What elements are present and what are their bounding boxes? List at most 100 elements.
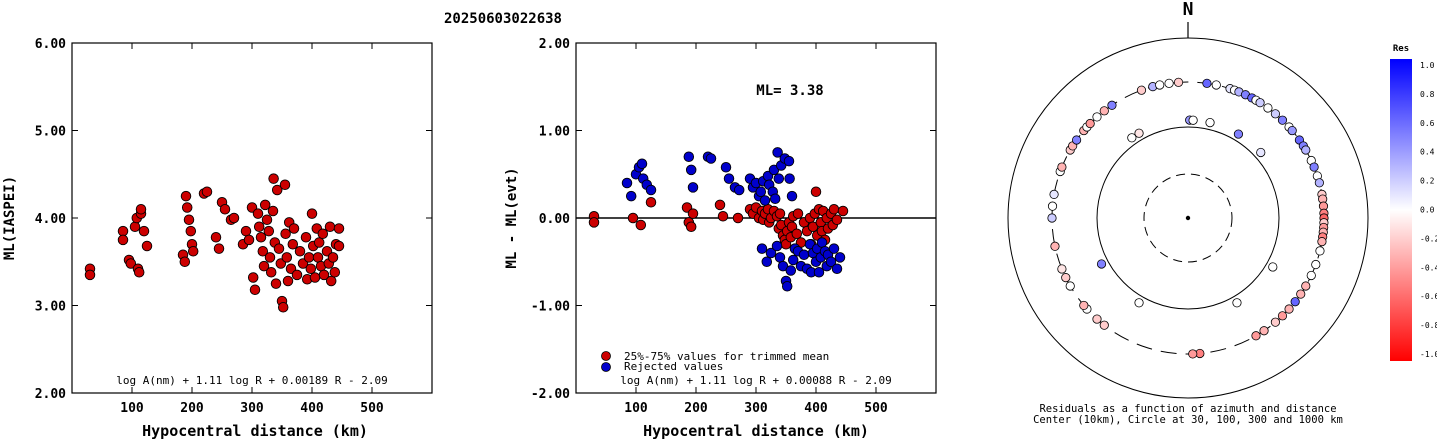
colorbar-tick-label: 0.6 xyxy=(1420,119,1435,128)
data-point xyxy=(687,208,699,219)
caption-line-2: Center (10km), Circle at 30, 100, 300 an… xyxy=(1033,414,1343,426)
x-tick-label: 200 xyxy=(180,401,204,416)
data-point xyxy=(774,252,786,263)
data-point xyxy=(687,182,699,193)
data-point xyxy=(825,256,837,268)
circle-100km xyxy=(1096,126,1280,310)
data-point xyxy=(309,272,321,283)
data-point xyxy=(305,263,317,275)
north-label: N xyxy=(1183,0,1194,20)
colorbar-tick-label: -0.6 xyxy=(1420,292,1437,301)
station-point xyxy=(1173,77,1184,87)
data-point xyxy=(784,173,795,184)
station-point xyxy=(1277,115,1288,125)
station-point xyxy=(1233,129,1244,139)
data-point xyxy=(831,263,843,275)
station-point xyxy=(1290,297,1300,307)
station-point xyxy=(1188,115,1198,125)
data-point xyxy=(720,161,732,173)
colorbar-tick-label: -1.0 xyxy=(1420,350,1437,359)
plot-frame xyxy=(71,42,433,394)
station-point xyxy=(1079,300,1089,311)
ml-annotation: ML= 3.38 xyxy=(756,83,823,99)
x-axis-label: Hypocentral distance (km) xyxy=(643,422,869,440)
legend-label-trimmed: 25%-75% values for trimmed mean xyxy=(624,350,829,363)
data-point xyxy=(181,202,193,213)
caption-line-1: Residuals as a function of azimuth and d… xyxy=(1039,403,1336,415)
station-point xyxy=(1065,281,1075,291)
data-point xyxy=(261,214,273,225)
x-tick-label: 100 xyxy=(120,401,144,416)
station-point xyxy=(1071,135,1082,145)
station-point xyxy=(1085,118,1095,129)
x-tick-label: 300 xyxy=(240,401,264,416)
data-point xyxy=(264,252,276,263)
data-point xyxy=(141,240,153,252)
station-point xyxy=(1049,189,1059,199)
data-point xyxy=(732,212,744,224)
data-point xyxy=(267,205,279,217)
data-point xyxy=(761,256,773,268)
x-tick-label: 500 xyxy=(360,401,384,416)
data-point xyxy=(318,269,330,281)
data-point xyxy=(705,153,717,164)
data-point xyxy=(685,164,697,176)
residual-vs-distance-chart: -2.00 -1.00 0.00 1.00 2.00 100 200 300 400 500 ML… xyxy=(504,37,937,440)
data-point xyxy=(717,210,729,222)
data-point xyxy=(792,208,804,219)
legend: 25%-75% values for trimmed mean Rejected… xyxy=(601,350,829,373)
x-tick-label: 500 xyxy=(864,401,888,416)
data-point xyxy=(287,238,299,250)
colorbar-tick-label: 0.8 xyxy=(1420,90,1435,99)
y-tick-label: 6.00 xyxy=(35,37,66,52)
y-axis-label: ML - ML(evt) xyxy=(504,167,520,268)
data-point xyxy=(313,237,325,248)
axis-ticks: -2.00 -1.00 0.00 1.00 2.00 100 200 300 400 500 xyxy=(531,37,936,416)
station-point xyxy=(1270,317,1281,327)
data-point xyxy=(300,231,312,243)
data-point xyxy=(828,243,840,254)
station-point xyxy=(1277,311,1288,321)
station-point xyxy=(1099,320,1109,330)
colorbar-tick-label: -0.2 xyxy=(1420,234,1437,243)
station-point xyxy=(1314,178,1324,188)
data-point xyxy=(306,208,318,219)
formula-text: log A(nm) + 1.11 log R + 0.00088 R - 2.0… xyxy=(620,374,892,387)
data-point xyxy=(588,217,600,228)
data-point xyxy=(291,269,303,281)
station-point xyxy=(1306,270,1316,281)
station-point xyxy=(1309,162,1319,172)
data-point xyxy=(627,212,639,224)
y-tick-label: 4.00 xyxy=(35,212,66,227)
data-point xyxy=(755,186,767,197)
station-point xyxy=(1255,98,1265,108)
data-point xyxy=(179,256,191,268)
data-point xyxy=(327,252,339,263)
data-point xyxy=(787,254,799,266)
y-tick-label: -1.00 xyxy=(531,300,570,315)
data-point xyxy=(303,252,315,263)
colorbar-tick-label: 0.2 xyxy=(1420,177,1435,186)
data-point xyxy=(645,196,657,208)
data-point xyxy=(807,221,819,232)
colorbar-tick-label: 0.0 xyxy=(1420,206,1435,215)
x-tick-label: 200 xyxy=(684,401,708,416)
data-point xyxy=(333,223,345,234)
circle-1000km xyxy=(1007,37,1369,399)
station-point xyxy=(1061,273,1071,283)
data-point xyxy=(683,151,695,162)
data-point xyxy=(228,212,240,224)
station-point xyxy=(1296,289,1306,299)
center-point xyxy=(1185,215,1191,221)
station-point xyxy=(1259,326,1269,336)
data-point xyxy=(129,221,141,232)
data-point xyxy=(277,302,289,313)
data-point xyxy=(325,275,337,287)
station-point xyxy=(1188,349,1198,359)
data-point xyxy=(270,278,282,289)
data-point xyxy=(282,275,294,287)
data-point xyxy=(786,190,798,202)
data-point xyxy=(253,221,265,232)
y-axis-label: ML(IASPEI) xyxy=(2,176,18,260)
